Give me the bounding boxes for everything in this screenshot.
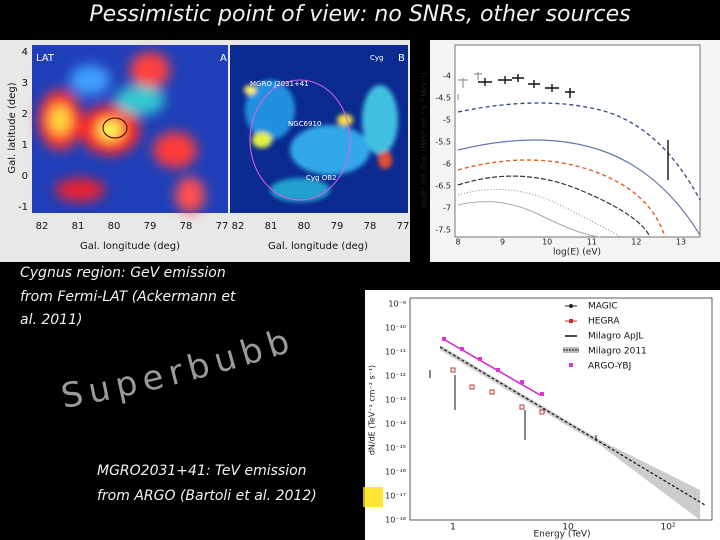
sed-x-tick: 9 — [500, 238, 505, 247]
map-x-tick: 80 — [108, 221, 121, 232]
map-x-tick: 79 — [331, 221, 344, 232]
map-panel-a: A — [220, 53, 227, 64]
map-label: MGRO J2031+41 — [250, 80, 309, 88]
tev-y-tick: 10⁻¹⁰ — [385, 324, 406, 333]
tev-x-tick: 1 — [450, 523, 456, 533]
map-label: Cyg OB2 — [306, 174, 336, 182]
map-x-tick: 82 — [232, 221, 245, 232]
tev-y-tick: 10⁻¹⁷ — [385, 492, 406, 501]
legend-entry: Milagro 2011 — [588, 347, 647, 357]
sed-y-tick: -5 — [443, 116, 451, 125]
map-x-label: Gal. longitude (deg) — [80, 241, 180, 252]
map-x-tick: 82 — [36, 221, 49, 232]
tev-plot: Energy (TeV) dN/dE (TeV⁻¹ cm⁻² s⁻¹) — [365, 290, 720, 540]
map-y-tick: 4 — [22, 47, 28, 58]
legend-entry: MAGIC — [588, 302, 618, 312]
map-x-tick: 78 — [180, 221, 193, 232]
map-y-tick: 1 — [22, 140, 28, 151]
tev-x-tick: 10 — [562, 523, 574, 533]
tev-y-tick: 10⁻¹³ — [385, 396, 406, 405]
caption-line: al. 2011) — [20, 312, 82, 328]
tev-y-tick: 10⁻⁹ — [388, 300, 406, 309]
sed-y-tick: -4.5 — [435, 94, 451, 103]
tev-y-tick: 10⁻¹⁵ — [385, 444, 406, 453]
tev-y-label: dN/dE (TeV⁻¹ cm⁻² s⁻¹) — [368, 365, 377, 455]
sed-y-tick: -7.5 — [435, 226, 451, 235]
caption-line: Cygnus region: GeV emission — [20, 265, 226, 281]
map-label: NGC6910 — [288, 120, 321, 128]
sed-plot: log(E) (eV) log(E² diff. flux) (MeV² cm⁻… — [420, 40, 720, 262]
map-label: Cyg — [370, 54, 383, 62]
map-x-tick: 81 — [72, 221, 85, 232]
tev-y-tick: 10⁻¹⁴ — [385, 420, 406, 429]
slide-title: Pessimistic point of view: no SNRs, othe… — [89, 2, 630, 27]
sed-y-label: log(E² diff. flux) (MeV² cm⁻² s⁻¹ MeV⁻¹) — [420, 72, 428, 208]
map-panel-b: B — [398, 53, 405, 64]
map-x-tick: 77 — [397, 221, 410, 232]
map-instrument: LAT — [36, 53, 55, 64]
tev-y-tick: 10⁻¹⁶ — [385, 468, 406, 477]
legend-entry: HEGRA — [588, 317, 620, 327]
legend-entry: Milagro ApJL — [588, 332, 643, 342]
map-y-tick: 2 — [22, 109, 28, 120]
tev-y-tick: 10⁻¹⁸ — [385, 516, 406, 525]
map-x-tick: 77 — [216, 221, 229, 232]
map-y-tick: 3 — [22, 78, 28, 89]
map-x-tick: 81 — [265, 221, 278, 232]
sed-y-tick: -6.5 — [435, 182, 451, 191]
caption-line: MGRO2031+41: TeV emission — [97, 463, 307, 479]
legend — [563, 304, 579, 367]
tev-x-tick: 10² — [660, 523, 675, 533]
map-y-tick: -1 — [18, 202, 28, 213]
sed-x-tick: 11 — [587, 238, 597, 247]
sed-x-label: log(E) (eV) — [553, 248, 601, 258]
tev-x-label: Energy (TeV) — [533, 530, 590, 540]
sed-x-tick: 10 — [542, 238, 552, 247]
sed-y-tick: -6 — [443, 160, 451, 169]
tev-y-tick: 10⁻¹² — [385, 372, 406, 381]
caption-bottom: MGRO2031+41: TeV emission from ARGO (Bar… — [96, 462, 318, 505]
sed-x-tick: 12 — [631, 238, 641, 247]
sed-x-tick: 8 — [455, 238, 460, 247]
map-x-label: Gal. longitude (deg) — [268, 241, 368, 252]
sed-y-tick: -7 — [443, 204, 451, 213]
caption-line: from ARGO (Bartoli et al. 2012) — [97, 488, 317, 504]
sed-y-tick: -4 — [443, 72, 451, 81]
tev-y-tick: 10⁻¹¹ — [385, 348, 406, 357]
map-x-tick: 80 — [298, 221, 311, 232]
sed-x-tick: 13 — [676, 238, 686, 247]
map-y-label: Gal. latitude (deg) — [7, 82, 18, 173]
caption-top: Cygnus region: GeV emission from Fermi-L… — [20, 265, 236, 328]
sed-y-tick: -5.5 — [435, 138, 451, 147]
highlight — [363, 487, 383, 507]
caption-line: from Fermi-LAT (Ackermann et — [20, 289, 236, 305]
fermi-map: LAT A B MGRO J2031+41 NGC6910 Cyg OB2 Cy… — [0, 40, 410, 262]
map-y-tick: 0 — [22, 171, 28, 182]
legend-entry: ARGO-YBJ — [588, 362, 631, 372]
map-x-tick: 79 — [144, 221, 157, 232]
map-x-tick: 78 — [364, 221, 377, 232]
